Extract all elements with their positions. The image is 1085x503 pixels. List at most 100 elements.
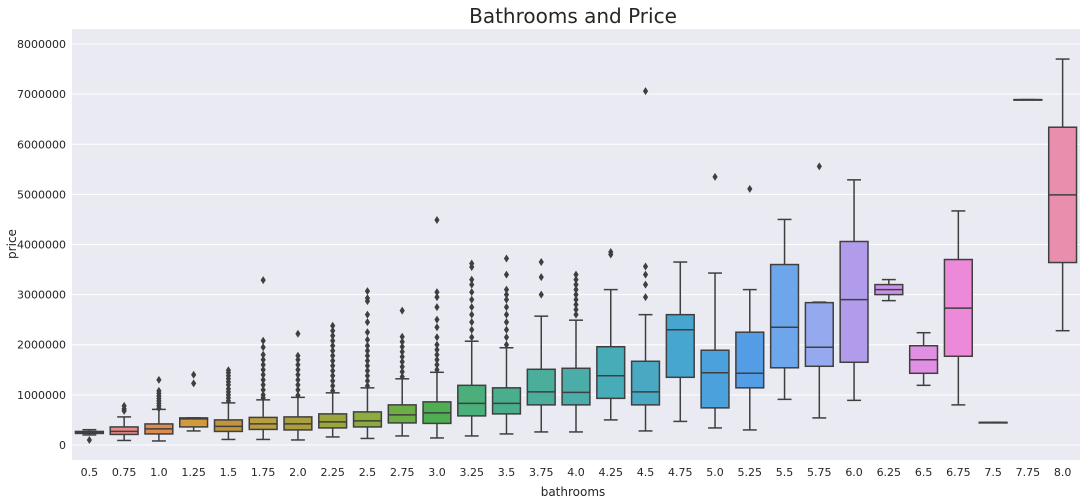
x-tick-label: 6.0 — [845, 466, 863, 479]
outlier-point — [469, 295, 475, 304]
box-group — [1047, 58, 1078, 332]
box-body — [700, 349, 730, 409]
box-group — [213, 366, 244, 441]
outlier-point — [642, 280, 649, 289]
boxes — [74, 58, 1078, 444]
outlier-point — [364, 351, 371, 360]
x-tick-label: 4.75 — [668, 466, 693, 479]
outlier-point — [434, 345, 440, 354]
outlier-point — [364, 287, 371, 296]
x-tick-label: 0.5 — [81, 466, 99, 479]
outlier-point — [469, 303, 475, 312]
box-group — [700, 172, 730, 429]
x-tick-label: 4.5 — [637, 466, 655, 479]
outlier-point — [712, 172, 718, 181]
outlier-point — [399, 342, 405, 351]
outlier-point — [295, 351, 301, 360]
box-body — [352, 411, 383, 428]
outlier-point — [364, 356, 371, 365]
outlier-point — [260, 390, 266, 399]
outlier-point — [399, 357, 405, 366]
box-group — [804, 162, 834, 419]
x-axis-label: bathrooms — [541, 485, 606, 499]
outlier-point — [469, 325, 475, 334]
outlier-point — [469, 310, 475, 319]
outlier-point — [503, 270, 510, 279]
outlier-point — [260, 365, 266, 374]
outlier-point — [330, 381, 336, 390]
y-tick-label: 1000000 — [17, 389, 66, 402]
outlier-point — [434, 315, 440, 324]
outlier-point — [295, 370, 301, 379]
box-group — [561, 270, 591, 433]
outlier-point — [225, 366, 232, 375]
box-group — [908, 331, 939, 387]
outlier-point — [330, 376, 336, 385]
x-tick-label: 3.0 — [428, 466, 446, 479]
outlier-point — [364, 341, 371, 350]
box-body — [387, 404, 417, 424]
outlier-point — [469, 280, 475, 289]
outlier-point — [642, 262, 649, 271]
outlier-point — [364, 310, 371, 319]
outlier-point — [573, 270, 579, 279]
outlier-point — [434, 365, 440, 374]
outlier-point — [191, 379, 197, 388]
box-group — [596, 248, 626, 421]
outlier-point — [469, 318, 475, 327]
outlier-point — [399, 367, 405, 376]
outlier-point — [295, 391, 301, 400]
outlier-point — [573, 305, 579, 314]
outlier-point — [399, 352, 405, 361]
box-group — [74, 428, 105, 444]
outlier-point — [399, 347, 405, 356]
outlier-point — [156, 375, 162, 384]
box-group — [665, 261, 695, 423]
y-tick-label: 2000000 — [17, 339, 66, 352]
box-body — [526, 368, 556, 406]
outlier-point — [364, 371, 371, 380]
outlier-point — [503, 318, 510, 327]
outlier-point — [503, 340, 510, 349]
outlier-point — [260, 350, 266, 359]
outlier-point — [503, 285, 510, 294]
outlier-point — [573, 310, 579, 319]
outlier-point — [642, 87, 649, 96]
box-body — [457, 384, 487, 417]
outlier-point — [469, 333, 475, 342]
outlier-point — [260, 276, 266, 285]
outlier-point — [399, 337, 405, 346]
y-tick-label: 8000000 — [17, 38, 66, 51]
x-tick-label: 3.5 — [498, 466, 516, 479]
y-axis-label: price — [5, 229, 19, 259]
box-group — [179, 370, 209, 432]
outlier-point — [573, 290, 579, 299]
box-group — [491, 254, 522, 435]
outlier-point — [503, 325, 510, 334]
box-group — [318, 321, 348, 438]
x-tick-label: 5.0 — [706, 466, 724, 479]
outlier-point — [503, 254, 510, 263]
y-tick-label: 3000000 — [17, 289, 66, 302]
x-tick-label: 7.75 — [1016, 466, 1041, 479]
outlier-point — [642, 293, 649, 302]
outlier-point — [364, 328, 371, 337]
outlier-point — [364, 335, 371, 344]
outlier-point — [364, 346, 371, 355]
x-axis-ticks: 0.5 0.75 1.0 1.25 1.5 1.75 2.0 2.25 2.5 2.75 3.0 3.… — [81, 466, 1072, 479]
outlier-point — [330, 361, 336, 370]
outlier-point — [260, 355, 266, 364]
outlier-point — [295, 360, 301, 369]
outlier-point — [434, 360, 440, 369]
outlier-point — [642, 270, 649, 279]
outlier-point — [330, 346, 336, 355]
outlier-point — [469, 288, 475, 297]
box-body — [839, 240, 869, 364]
box-group — [352, 287, 383, 440]
x-tick-label: 4.25 — [599, 466, 624, 479]
box-group — [248, 276, 278, 441]
outlier-point — [434, 333, 440, 342]
outlier-point — [191, 370, 197, 379]
outlier-point — [295, 380, 301, 389]
